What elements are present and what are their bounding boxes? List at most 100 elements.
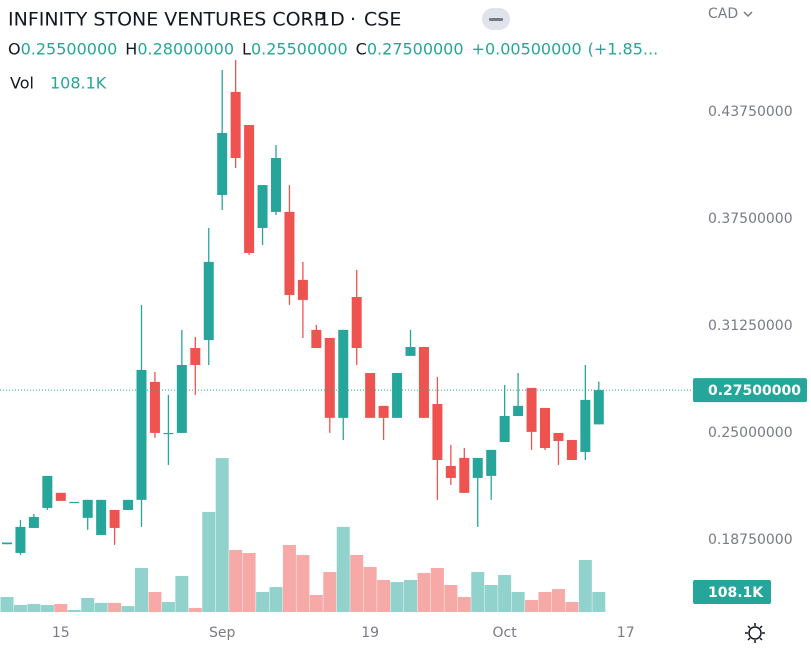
volume-bar bbox=[13, 604, 27, 612]
candle-body bbox=[42, 475, 53, 508]
volume-bar bbox=[296, 555, 310, 612]
volume-bar bbox=[551, 589, 565, 612]
candle-body bbox=[499, 415, 510, 443]
candle-body bbox=[271, 158, 281, 212]
candle-body bbox=[378, 405, 389, 418]
change-value: +0.00500000 bbox=[472, 40, 582, 59]
candle-body bbox=[244, 124, 255, 254]
volume-bar bbox=[592, 592, 606, 612]
legend-key: H bbox=[125, 40, 137, 59]
candle-body bbox=[365, 373, 376, 418]
legend-value: 0.25500000 bbox=[21, 40, 118, 59]
volume-bar bbox=[484, 584, 498, 612]
candle-body bbox=[2, 542, 12, 545]
y-tick-label: 0.37500000 bbox=[708, 211, 793, 227]
volume-bar bbox=[565, 602, 579, 612]
volume-bar bbox=[417, 572, 431, 612]
separator: · bbox=[304, 9, 310, 31]
candle-body bbox=[55, 492, 66, 501]
candle-body bbox=[257, 185, 268, 229]
volume-bar bbox=[430, 567, 444, 612]
x-tick-label: 15 bbox=[52, 625, 70, 641]
last-price-badge bbox=[693, 378, 807, 403]
interval: 1D bbox=[318, 9, 345, 31]
candle-body bbox=[176, 364, 187, 433]
volume-badge-label: 108.1K bbox=[708, 585, 764, 601]
candle-body bbox=[580, 399, 591, 452]
candle-body bbox=[123, 499, 134, 510]
gear bbox=[748, 626, 762, 640]
volume-bar bbox=[511, 592, 525, 612]
volume-bar bbox=[229, 550, 243, 612]
volume-bar bbox=[390, 582, 404, 612]
y-tick-label: 0.18750000 bbox=[708, 532, 793, 548]
candle-body bbox=[392, 373, 403, 418]
volume-bar bbox=[269, 587, 283, 612]
volume-bar bbox=[81, 597, 95, 612]
volume-bar bbox=[336, 526, 350, 612]
exchange: CSE bbox=[364, 9, 401, 31]
candle-body bbox=[405, 346, 416, 356]
gear-teeth bbox=[745, 623, 765, 643]
candle-body bbox=[351, 297, 362, 349]
candle-body bbox=[217, 133, 228, 195]
candle-body bbox=[82, 499, 93, 518]
candle-body bbox=[311, 329, 322, 349]
x-tick-label: Oct bbox=[493, 625, 518, 641]
candle-body bbox=[109, 509, 120, 528]
volume-bar bbox=[94, 602, 108, 612]
candle-body bbox=[324, 337, 335, 418]
candle-body bbox=[566, 439, 577, 460]
volume-title: Vol bbox=[10, 74, 34, 93]
volume-bar bbox=[256, 592, 270, 612]
volume-bar bbox=[67, 609, 81, 612]
volume-bar bbox=[175, 575, 189, 612]
candle-body bbox=[540, 407, 550, 449]
settings-icon[interactable] bbox=[745, 623, 765, 643]
volume-bar bbox=[309, 594, 323, 612]
legend-key: C bbox=[356, 40, 367, 59]
legend-value: 0.28000000 bbox=[137, 40, 234, 59]
volume-bar bbox=[54, 604, 68, 612]
candle-body bbox=[526, 387, 537, 432]
volume-bar bbox=[202, 511, 216, 612]
volume-bar bbox=[135, 567, 148, 612]
candle-body bbox=[472, 457, 483, 478]
candle-body bbox=[28, 516, 39, 528]
legend-key: O bbox=[8, 40, 21, 59]
volume-bar bbox=[148, 592, 162, 612]
candle-body bbox=[459, 457, 470, 493]
candle-body bbox=[513, 405, 524, 416]
candle-body bbox=[190, 348, 201, 365]
volume-bar bbox=[40, 604, 54, 612]
volume-bar bbox=[350, 555, 364, 612]
separator: · bbox=[350, 9, 356, 31]
candle-body bbox=[203, 261, 214, 340]
candle-body bbox=[15, 526, 26, 553]
volume-bar bbox=[578, 560, 592, 612]
volume-bar bbox=[471, 572, 485, 612]
volume-bar bbox=[444, 584, 458, 612]
y-tick-label: 0.43750000 bbox=[708, 104, 793, 120]
volume-bar bbox=[498, 575, 512, 612]
ohlc-legend: O 0.25500000 H 0.28000000 L 0.25500000 C 0.2750… bbox=[8, 40, 658, 59]
volume-bar bbox=[121, 606, 135, 612]
candle-body bbox=[418, 346, 429, 418]
currency[interactable]: CAD bbox=[708, 6, 738, 22]
candle-body bbox=[284, 211, 295, 295]
volume-bar bbox=[538, 592, 552, 612]
legend-value: 0.27500000 bbox=[367, 40, 464, 59]
volume-bar bbox=[525, 599, 539, 612]
volume-bar bbox=[457, 597, 471, 612]
x-tick-label: 19 bbox=[361, 625, 379, 641]
candle-body bbox=[96, 499, 107, 535]
candle-body bbox=[230, 91, 241, 159]
y-tick-label: 0.25000000 bbox=[708, 425, 793, 441]
candle-body bbox=[149, 381, 160, 433]
last-price-label: 0.27500000 bbox=[708, 383, 801, 399]
candle-body bbox=[593, 390, 604, 425]
currency-chevron bbox=[743, 11, 753, 18]
candle-body bbox=[486, 449, 497, 476]
